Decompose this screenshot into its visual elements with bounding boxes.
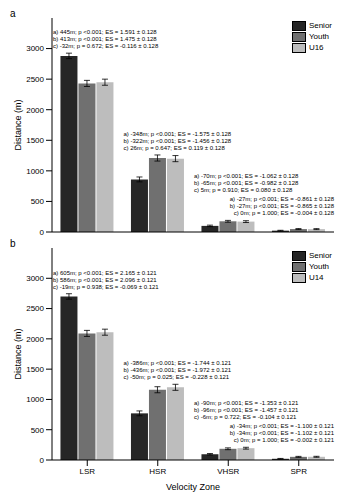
html-text:a) -386m; p <0.001; ES = -1.74: a) -386m; p <0.001; ES = -1.744 ± 0.121 [123, 360, 232, 367]
svg-text:LSR: LSR [79, 467, 95, 476]
html-text:b) 586m; p <0.001; ES = 2.096: b) 586m; p <0.001; ES = 2.096 ± 0.121 [53, 276, 157, 283]
svg-text:Distance (m): Distance (m) [13, 328, 23, 379]
html-text:a) 605m; p <0.001; ES = 2.165: a) 605m; p <0.001; ES = 2.165 ± 0.121 [53, 269, 157, 276]
html-text:c) 0m; p = 1.000; ES = -0.002: c) 0m; p = 1.000; ES = -0.002 ± 0.121 [233, 437, 334, 444]
svg-text:0: 0 [40, 228, 45, 237]
html-text:a) -34m; p <0.001; ES = -1.100: a) -34m; p <0.001; ES = -1.100 ± 0.121 [229, 423, 334, 430]
svg-text:3000: 3000 [26, 274, 44, 283]
svg-text:2000: 2000 [26, 106, 44, 115]
html-text:c) 5m; p = 0.910; ES = 0.080 ±: c) 5m; p = 0.910; ES = 0.080 ± 0.128 [194, 187, 293, 194]
svg-text:2500: 2500 [26, 304, 44, 313]
svg-text:SPR: SPR [291, 467, 308, 476]
html-text:Senior: Senior [308, 251, 332, 260]
svg-text:Distance (m): Distance (m) [13, 99, 23, 150]
html-text:c) -32m; p = 0.672; ES = -0.11: c) -32m; p = 0.672; ES = -0.116 ± 0.128 [53, 43, 159, 50]
html-text:a: a [10, 8, 16, 19]
html-text:a) -348m; p <0.001; ES = -1.57: a) -348m; p <0.001; ES = -1.575 ± 0.128 [123, 131, 232, 137]
html-text:b) -96m; p <0.001; ES = -1.457: b) -96m; p <0.001; ES = -1.457 ± 0.121 [194, 407, 299, 414]
html-text:c) -50m; p = 0.025; ES = -0.22: c) -50m; p = 0.025; ES = -0.228 ± 0.121 [123, 374, 230, 381]
html-text:b) -436m; p <0.001; ES = -1.97: b) -436m; p <0.001; ES = -1.972 ± 0.121 [123, 367, 232, 374]
svg-text:1000: 1000 [26, 395, 44, 404]
html-text:U16: U16 [308, 43, 324, 52]
html-text:b) 413m; p <0.001; ES = 1.475: b) 413m; p <0.001; ES = 1.475 ± 0.128 [53, 36, 157, 43]
svg-text:VHSR: VHSR [217, 467, 239, 476]
html-text:b) -322m; p <0.001; ES = -1.45: b) -322m; p <0.001; ES = -1.456 ± 0.128 [123, 138, 232, 144]
svg-text:1500: 1500 [26, 136, 44, 145]
html-text:b) -34m; p <0.001; ES = -1.102: b) -34m; p <0.001; ES = -1.102 ± 0.121 [229, 430, 334, 437]
html-text:Youth: Youth [308, 262, 329, 271]
svg-text:1500: 1500 [26, 365, 44, 374]
html-text:a) 445m; p <0.001; ES = 1.591: a) 445m; p <0.001; ES = 1.591 ± 0.128 [53, 29, 157, 36]
html-text:a) -70m; p <0.001; ES = -1.062: a) -70m; p <0.001; ES = -1.062 ± 0.128 [194, 173, 299, 180]
html-text:b) -65m; p <0.001; ES = -0.982: b) -65m; p <0.001; ES = -0.982 ± 0.128 [194, 180, 299, 187]
html-text:b: b [10, 238, 16, 249]
svg-text:500: 500 [31, 197, 45, 206]
html-text:c) -19m; p = 0.938; ES = -0.06: c) -19m; p = 0.938; ES = -0.069 ± 0.121 [53, 283, 159, 290]
svg-text:2000: 2000 [26, 335, 44, 344]
html-text:c) 26m; p = 0.647; ES = 0.119: c) 26m; p = 0.647; ES = 0.119 ± 0.128 [123, 145, 225, 151]
html-text:c) 0m; p = 1.000; ES = -0.004: c) 0m; p = 1.000; ES = -0.004 ± 0.128 [233, 210, 334, 217]
html-text:a) -90m; p <0.001; ES = -1.353: a) -90m; p <0.001; ES = -1.353 ± 0.121 [194, 400, 299, 407]
svg-text:500: 500 [31, 426, 45, 435]
html-text:c) -6m; p = 0.722; ES = -0.104: c) -6m; p = 0.722; ES = -0.104 ± 0.121 [194, 414, 297, 421]
svg-text:HSR: HSR [149, 467, 166, 476]
svg-text:0: 0 [40, 456, 45, 465]
svg-text:3000: 3000 [26, 44, 44, 53]
svg-text:1000: 1000 [26, 167, 44, 176]
html-text:b) -27m; p <0.001; ES = -0.865: b) -27m; p <0.001; ES = -0.865 ± 0.128 [229, 203, 334, 210]
svg-text:2500: 2500 [26, 75, 44, 84]
html-text:Youth: Youth [308, 32, 329, 41]
html-text:Senior: Senior [308, 21, 332, 30]
html-text:U14: U14 [308, 273, 324, 282]
html-text:a) -27m; p <0.001; ES = -0.861: a) -27m; p <0.001; ES = -0.861 ± 0.128 [229, 196, 334, 203]
svg-text:Velocity Zone: Velocity Zone [166, 482, 220, 492]
